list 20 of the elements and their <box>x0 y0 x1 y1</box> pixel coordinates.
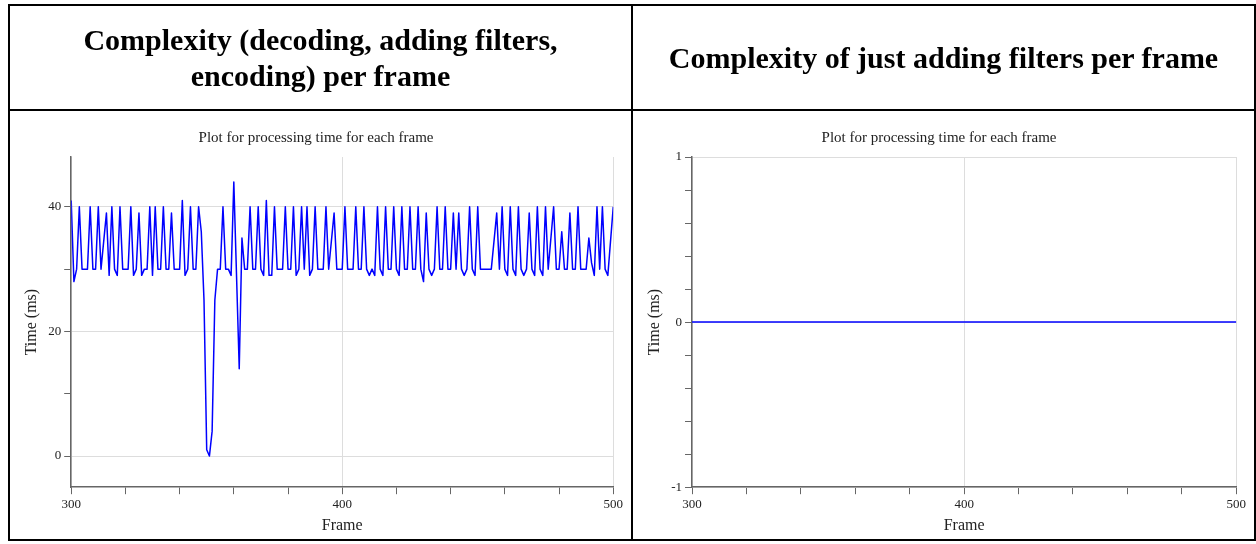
x-tick-label: 500 <box>1226 496 1246 512</box>
chart-title: Complexity of just adding filters per frame <box>632 5 1255 110</box>
x-axis-title: Frame <box>321 515 363 533</box>
x-tick-label: 300 <box>682 496 702 512</box>
y-tick-label: 0 <box>675 313 683 329</box>
y-tick-label: 0 <box>54 447 62 463</box>
chart-subtitle: Plot for processing time for each frame <box>821 128 1057 145</box>
x-tick-label: 400 <box>954 496 974 512</box>
y-axis-title: Time (ms) <box>21 288 40 356</box>
y-tick-label: 20 <box>48 322 62 338</box>
x-tick-label: 300 <box>61 496 81 512</box>
y-tick-label: -1 <box>671 478 683 494</box>
x-tick-label: 400 <box>332 496 352 512</box>
y-tick-label: 1 <box>675 148 683 164</box>
y-axis-title: Time (ms) <box>644 288 663 356</box>
x-tick-label: 500 <box>603 496 623 512</box>
chart-title: Complexity (decoding, adding filters, encoding) per frame <box>9 5 632 110</box>
x-axis-title: Frame <box>943 515 985 533</box>
y-tick-label: 40 <box>48 198 62 214</box>
chart-subtitle: Plot for processing time for each frame <box>198 128 434 145</box>
